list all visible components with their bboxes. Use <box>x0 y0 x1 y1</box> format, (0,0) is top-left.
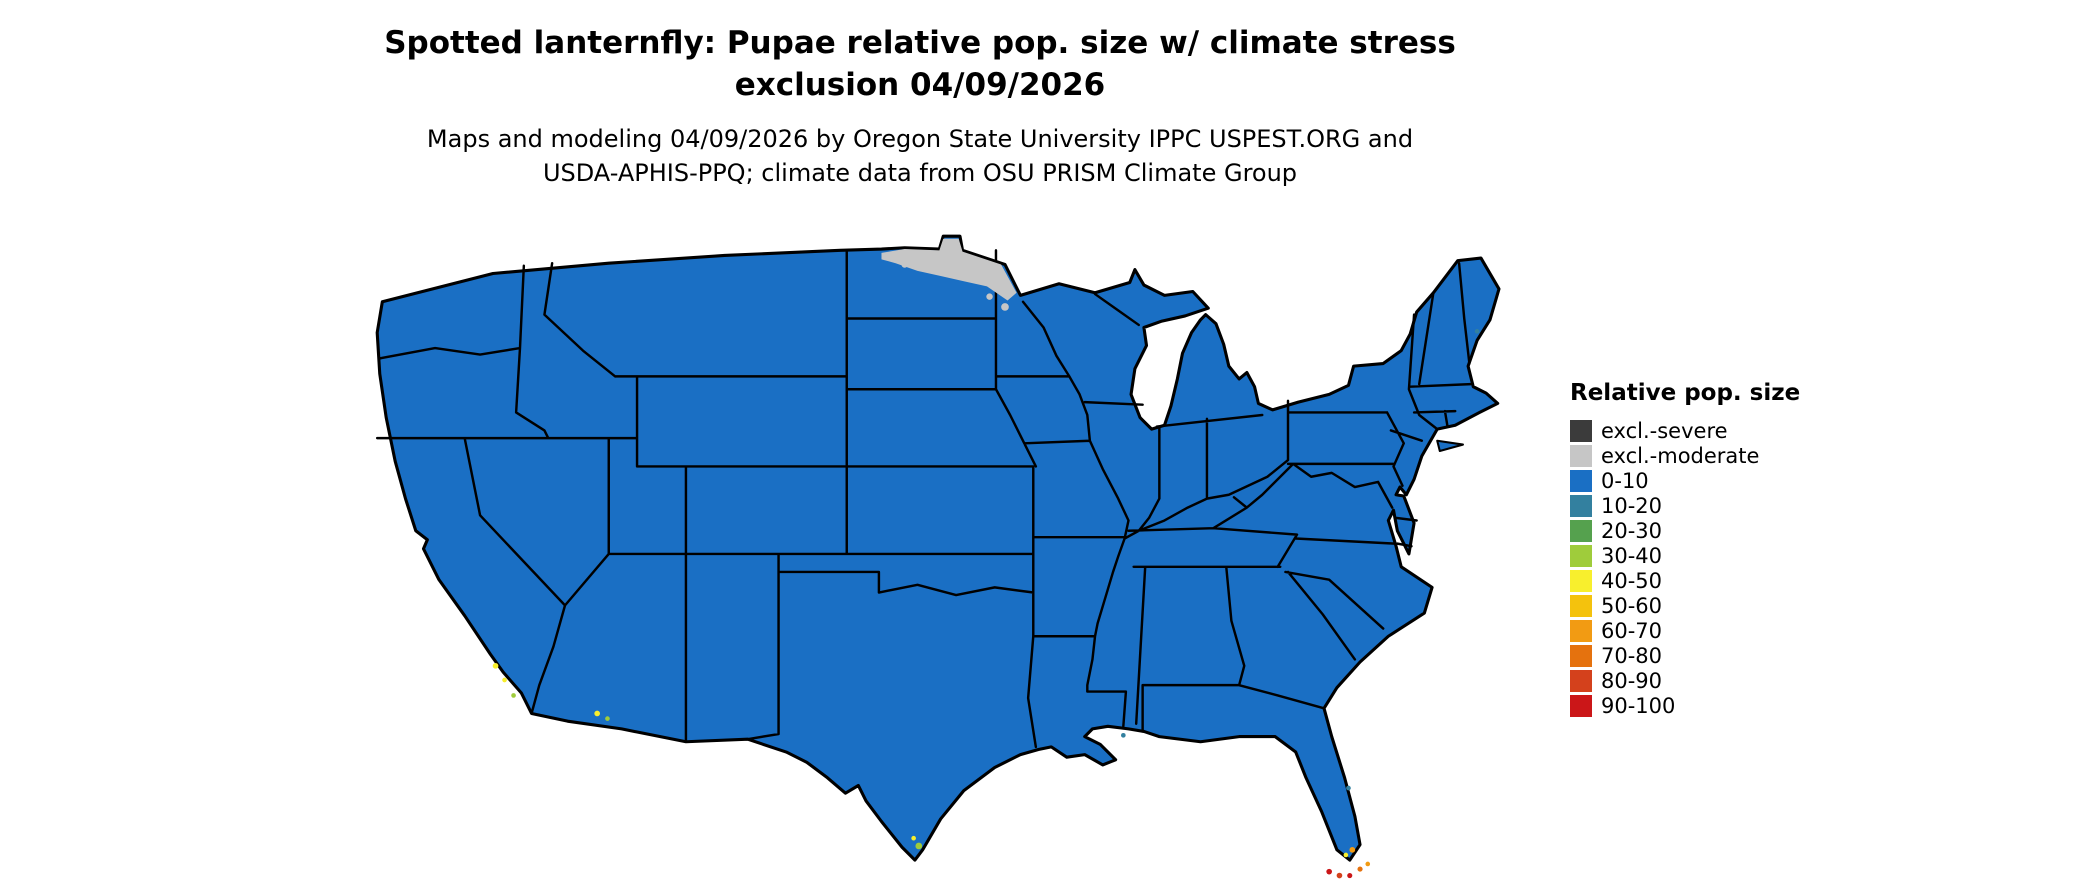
legend-swatch <box>1570 494 1592 517</box>
us-landmass <box>375 234 1501 862</box>
legend-label: 60-70 <box>1601 618 1663 643</box>
legend-row: 0-10 <box>1570 468 1800 493</box>
map-title-line2: exclusion 04/09/2026 <box>734 67 1106 103</box>
legend-swatch <box>1570 569 1592 592</box>
legend-row: 60-70 <box>1570 618 1800 643</box>
legend-swatch <box>1570 594 1592 617</box>
speck-keys-red <box>1347 872 1353 879</box>
legend-row: 30-40 <box>1570 543 1800 568</box>
legend-swatch <box>1570 619 1592 642</box>
speck-florida-tip-yellow <box>1343 852 1349 858</box>
legend-row: 50-60 <box>1570 593 1800 618</box>
map-legend: Relative pop. size excl.-severe excl.-mod… <box>1570 380 1800 718</box>
legend-label: 80-90 <box>1601 668 1663 693</box>
speck-keys-red <box>1326 868 1332 875</box>
legend-swatch <box>1570 694 1592 717</box>
speck-keys-redorange <box>1336 872 1343 879</box>
legend-title: Relative pop. size <box>1570 380 1801 406</box>
map-title-line1: Spotted lanternfly: Pupae relative pop. … <box>384 25 1456 61</box>
legend-swatch <box>1570 519 1592 542</box>
legend-row: 80-90 <box>1570 668 1800 693</box>
legend-label: 40-50 <box>1601 568 1663 593</box>
legend-label: 0-10 <box>1601 468 1649 493</box>
speck-maine-teal <box>1474 329 1480 334</box>
legend-label: 90-100 <box>1601 693 1676 718</box>
map-subtitle-line1: Maps and modeling 04/09/2026 by Oregon S… <box>426 125 1414 153</box>
legend-swatch <box>1570 644 1592 667</box>
us-map <box>300 222 1535 891</box>
legend-swatch <box>1570 669 1592 692</box>
legend-row: 40-50 <box>1570 568 1800 593</box>
legend-swatch <box>1570 419 1592 442</box>
speck-arizona-yellow <box>594 710 601 717</box>
us-map-svg <box>375 234 1501 879</box>
long-island <box>1436 439 1464 453</box>
speck-keys-orange <box>1365 861 1371 867</box>
exclusion-moderate-speck <box>1001 303 1009 311</box>
legend-row: 90-100 <box>1570 693 1800 718</box>
legend-row: 20-30 <box>1570 518 1800 543</box>
speck-south-texas-yellowgreen <box>915 842 923 850</box>
legend-swatch <box>1570 444 1592 467</box>
exclusion-moderate-region <box>881 238 1017 301</box>
legend-items: excl.-severe excl.-moderate 0-10 10-20 20-30… <box>1570 418 1800 718</box>
map-subtitle: Maps and modeling 04/09/2026 by Oregon S… <box>0 122 1840 190</box>
legend-label: excl.-moderate <box>1601 443 1760 468</box>
speck-florida-east-teal <box>1346 785 1351 791</box>
legend-label: 10-20 <box>1601 493 1663 518</box>
speck-socal-yellow <box>492 663 499 669</box>
legend-row: 70-80 <box>1570 643 1800 668</box>
legend-swatch <box>1570 544 1592 567</box>
legend-label: 30-40 <box>1601 543 1663 568</box>
speck-socal-yellow <box>502 677 507 683</box>
exclusion-moderate-speck <box>901 261 908 268</box>
legend-label: 70-80 <box>1601 643 1663 668</box>
legend-row: excl.-moderate <box>1570 443 1800 468</box>
map-title: Spotted lanternfly: Pupae relative pop. … <box>0 22 1840 106</box>
legend-row: excl.-severe <box>1570 418 1800 443</box>
legend-label: excl.-severe <box>1601 418 1728 443</box>
legend-row: 10-20 <box>1570 493 1800 518</box>
legend-swatch <box>1570 469 1592 492</box>
speck-florida-tip-orange <box>1349 846 1356 853</box>
speck-south-texas-yellow <box>911 835 916 841</box>
exclusion-moderate-speck <box>986 293 993 300</box>
legend-label: 20-30 <box>1601 518 1663 543</box>
state-borders <box>375 249 1472 749</box>
speck-gulf-teal <box>1121 733 1126 738</box>
legend-label: 50-60 <box>1601 593 1663 618</box>
map-subtitle-line2: USDA-APHIS-PPQ; climate data from OSU PR… <box>542 159 1298 187</box>
speck-keys-darkorange <box>1357 866 1363 872</box>
speck-arizona-yellowgreen <box>605 716 610 721</box>
speck-socal-yellowgreen <box>511 693 516 698</box>
